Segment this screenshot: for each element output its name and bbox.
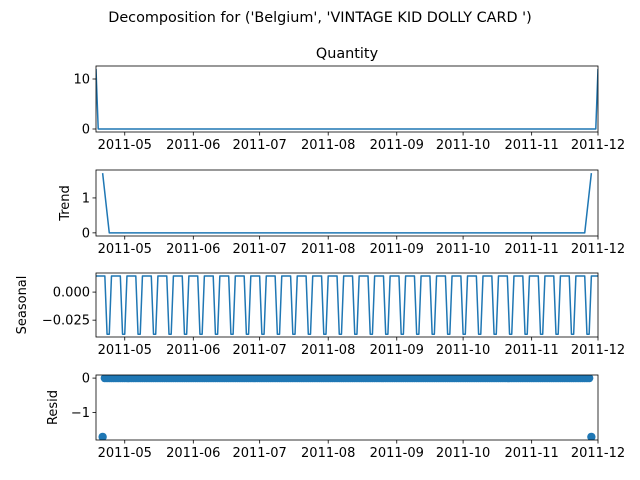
- x-tick-label: 2011-11: [504, 242, 558, 257]
- axes-frame-4: [95, 374, 599, 441]
- y-tick-label: 0: [82, 372, 90, 387]
- x-tick-label: 2011-08: [301, 343, 355, 358]
- x-tick-label: 2011-11: [504, 446, 558, 461]
- y-axis-label: Seasonal: [15, 276, 30, 335]
- x-tick-label: 2011-09: [370, 242, 424, 257]
- plot-area-2: [101, 173, 593, 234]
- x-tick-label: 2011-12: [571, 242, 625, 257]
- x-tick-label: 2011-12: [571, 446, 625, 461]
- seasonal-line: [96, 275, 598, 335]
- x-tick-label: 2011-08: [301, 242, 355, 257]
- x-tick-label: 2011-07: [232, 446, 286, 461]
- axes-frame-2: [95, 169, 599, 237]
- x-tick-label: 2011-07: [232, 242, 286, 257]
- x-tick-label: 2011-12: [571, 343, 625, 358]
- y-tick-label: −1: [71, 406, 90, 421]
- y-tick-label: 0.000: [53, 286, 90, 301]
- x-tick-label: 2011-11: [504, 343, 558, 358]
- x-tick-label: 2011-11: [504, 138, 558, 153]
- subplot-2: 0 1 2011-05 2011-06 2011-07 2011-08 2011-09 201…: [58, 169, 625, 257]
- subplot-3: 0.000 −0.025 2011-05 2011-06 2011-07 2011-08 2…: [15, 272, 625, 358]
- series-line-2: [101, 173, 593, 234]
- x-tick-label: 2011-05: [98, 138, 152, 153]
- y-tick-label: 0: [82, 123, 90, 138]
- x-tick-label: 2011-10: [436, 343, 490, 358]
- x-tick-label: 2011-12: [571, 138, 625, 153]
- y-tick-label: 1: [82, 191, 90, 206]
- x-tick-label: 2011-09: [370, 138, 424, 153]
- x-tick-label: 2011-08: [301, 138, 355, 153]
- y-tick-label: −0.025: [42, 314, 90, 329]
- subplot-title: Quantity: [316, 46, 379, 62]
- x-tick-label: 2011-07: [232, 138, 286, 153]
- x-tick-label: 2011-06: [166, 343, 220, 358]
- axes-frame-3: [95, 272, 599, 338]
- plot-area-4: [98, 375, 596, 440]
- x-tick-label: 2011-10: [436, 138, 490, 153]
- x-tick-label: 2011-09: [370, 446, 424, 461]
- x-tick-label: 2011-08: [301, 446, 355, 461]
- x-tick-label: 2011-10: [436, 446, 490, 461]
- x-tick-label: 2011-09: [370, 343, 424, 358]
- y-axis-label: Trend: [58, 185, 73, 222]
- x-tick-label: 2011-07: [232, 343, 286, 358]
- x-tick-label: 2011-10: [436, 242, 490, 257]
- resid-point: [584, 375, 594, 383]
- series-line-1: [96, 68, 598, 130]
- subplot-4: 0 −1 2011-05 2011-06 2011-07 2011-08 2011-09 20…: [46, 372, 625, 461]
- y-axis-label: Resid: [46, 390, 61, 425]
- figure-suptitle: Decomposition for ('Belgium', 'VINTAGE K…: [108, 10, 532, 26]
- subplot-1: 0 10 2011-05 2011-06 2011-07 2011-08 2011-09 20…: [73, 46, 625, 153]
- axes-frame-1: [95, 65, 599, 133]
- resid-point: [98, 432, 107, 440]
- x-tick-label: 2011-06: [166, 242, 220, 257]
- y-tick-label: 10: [73, 73, 90, 88]
- x-tick-label: 2011-05: [98, 242, 152, 257]
- x-tick-label: 2011-05: [98, 343, 152, 358]
- x-tick-label: 2011-06: [166, 446, 220, 461]
- resid-point: [587, 432, 596, 440]
- x-tick-label: 2011-05: [98, 446, 152, 461]
- x-tick-label: 2011-06: [166, 138, 220, 153]
- plot-area-3: [96, 275, 598, 335]
- plot-area-1: [96, 68, 598, 130]
- y-tick-label: 0: [82, 226, 90, 241]
